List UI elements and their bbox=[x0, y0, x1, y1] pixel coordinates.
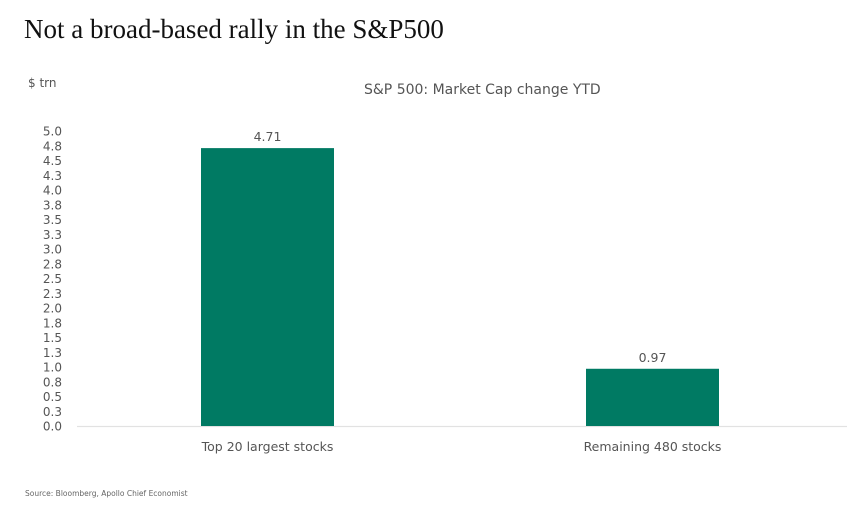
y-axis-unit-label: $ trn bbox=[28, 76, 57, 90]
y-axis-ticks: 0.00.30.50.81.01.31.51.82.02.32.52.83.03… bbox=[43, 125, 62, 434]
y-tick-label: 3.5 bbox=[43, 213, 62, 227]
y-tick-label: 4.3 bbox=[43, 169, 62, 183]
y-tick-label: 0.0 bbox=[43, 420, 62, 434]
y-tick-label: 0.3 bbox=[43, 405, 62, 419]
bars bbox=[201, 148, 719, 427]
y-tick-label: 3.3 bbox=[43, 228, 62, 242]
y-tick-label: 5.0 bbox=[43, 125, 62, 139]
y-tick-label: 3.0 bbox=[43, 243, 62, 257]
y-tick-label: 4.0 bbox=[43, 184, 62, 198]
y-tick-label: 1.5 bbox=[43, 331, 62, 345]
source-note: Source: Bloomberg, Apollo Chief Economis… bbox=[25, 489, 188, 498]
y-tick-label: 0.8 bbox=[43, 375, 62, 389]
x-tick-label: Top 20 largest stocks bbox=[201, 439, 334, 454]
y-tick-label: 1.0 bbox=[43, 361, 62, 375]
y-tick-label: 0.5 bbox=[43, 390, 62, 404]
data-label: 0.97 bbox=[639, 350, 667, 365]
data-label: 4.71 bbox=[254, 129, 282, 144]
x-axis-ticks: Top 20 largest stocks Remaining 480 stock… bbox=[201, 439, 722, 454]
y-tick-label: 3.8 bbox=[43, 198, 62, 212]
y-tick-label: 2.5 bbox=[43, 272, 62, 286]
y-tick-label: 2.8 bbox=[43, 257, 62, 271]
y-tick-label: 4.5 bbox=[43, 154, 62, 168]
bar-2 bbox=[586, 368, 719, 426]
y-tick-label: 4.8 bbox=[43, 139, 62, 153]
x-tick-label: Remaining 480 stocks bbox=[584, 439, 722, 454]
y-tick-label: 2.3 bbox=[43, 287, 62, 301]
chart-title: S&P 500: Market Cap change YTD bbox=[364, 82, 601, 98]
data-labels: 4.71 0.97 bbox=[254, 129, 667, 365]
y-tick-label: 1.3 bbox=[43, 346, 62, 360]
y-tick-label: 1.8 bbox=[43, 316, 62, 330]
y-tick-label: 2.0 bbox=[43, 302, 62, 316]
page-title: Not a broad-based rally in the S&P500 bbox=[24, 14, 444, 44]
bar-1 bbox=[201, 148, 334, 427]
